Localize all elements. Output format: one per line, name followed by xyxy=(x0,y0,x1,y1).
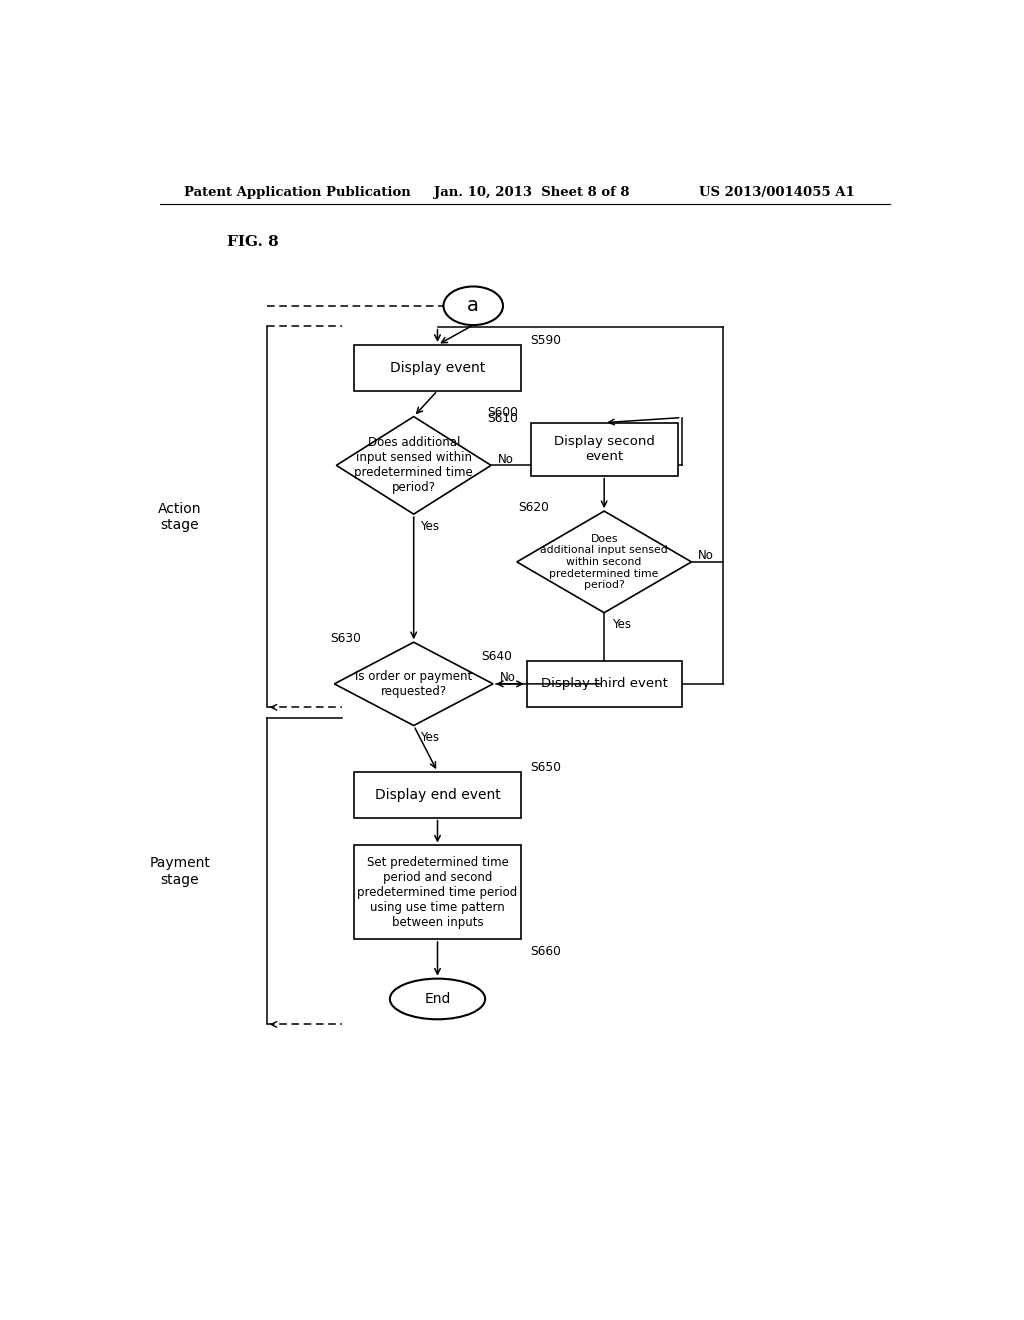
Text: S600: S600 xyxy=(487,407,518,418)
Text: Does additional
input sensed within
predetermined time
period?: Does additional input sensed within pred… xyxy=(354,437,473,495)
Text: S640: S640 xyxy=(480,651,512,664)
Text: Display third event: Display third event xyxy=(541,677,668,690)
Text: S660: S660 xyxy=(530,945,561,958)
Polygon shape xyxy=(517,511,691,612)
FancyBboxPatch shape xyxy=(354,345,521,391)
Text: End: End xyxy=(424,991,451,1006)
Text: Yes: Yes xyxy=(612,619,631,631)
FancyBboxPatch shape xyxy=(530,422,678,475)
FancyBboxPatch shape xyxy=(526,661,682,706)
Text: No: No xyxy=(498,453,513,466)
Text: S620: S620 xyxy=(518,500,549,513)
Text: S630: S630 xyxy=(331,632,361,644)
FancyBboxPatch shape xyxy=(354,772,521,817)
Text: Display event: Display event xyxy=(390,360,485,375)
Text: S610: S610 xyxy=(487,412,518,425)
Text: Yes: Yes xyxy=(420,731,439,744)
Text: Does
additional input sensed
within second
predetermined time
period?: Does additional input sensed within seco… xyxy=(541,533,668,590)
Text: Display end event: Display end event xyxy=(375,788,501,801)
Text: US 2013/0014055 A1: US 2013/0014055 A1 xyxy=(699,186,855,199)
Text: Patent Application Publication: Patent Application Publication xyxy=(183,186,411,199)
Text: S590: S590 xyxy=(530,334,561,347)
Polygon shape xyxy=(334,643,494,726)
Text: Display second
event: Display second event xyxy=(554,436,654,463)
Polygon shape xyxy=(336,417,492,515)
Ellipse shape xyxy=(390,978,485,1019)
FancyBboxPatch shape xyxy=(354,846,521,939)
Text: FIG. 8: FIG. 8 xyxy=(227,235,279,248)
Text: Yes: Yes xyxy=(420,520,439,533)
Text: No: No xyxy=(697,549,714,562)
Text: Jan. 10, 2013  Sheet 8 of 8: Jan. 10, 2013 Sheet 8 of 8 xyxy=(433,186,629,199)
Text: No: No xyxy=(500,672,515,684)
Text: Set predetermined time
period and second
predetermined time period
using use tim: Set predetermined time period and second… xyxy=(357,855,517,929)
Text: Action
stage: Action stage xyxy=(158,502,202,532)
Ellipse shape xyxy=(443,286,503,325)
Text: Is order or payment
requested?: Is order or payment requested? xyxy=(355,669,472,698)
Text: Payment
stage: Payment stage xyxy=(150,857,210,887)
Text: S650: S650 xyxy=(530,762,561,775)
Text: a: a xyxy=(467,296,479,315)
